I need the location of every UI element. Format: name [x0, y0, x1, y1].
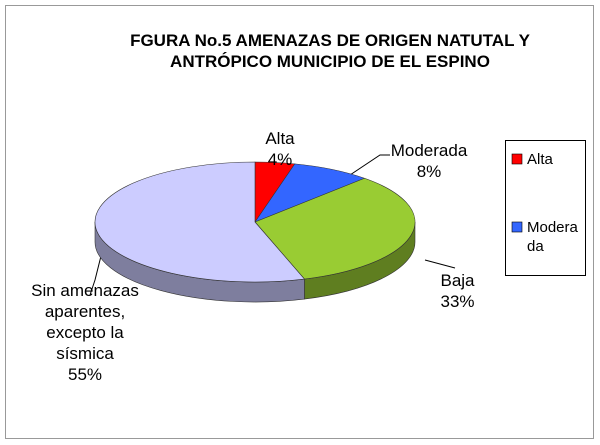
slice: [254, 177, 416, 280]
data-label: Moderada 8%: [390, 140, 468, 182]
label-value: 55%: [67, 365, 103, 384]
label-value: 33%: [440, 292, 475, 311]
label-name: Baja: [440, 271, 475, 290]
label-name: Sin amenazas aparentes, excepto la sísmi…: [31, 281, 139, 363]
data-label: Baja 33%: [420, 270, 495, 312]
leader-line: [424, 259, 456, 269]
data-label: Alta 4%: [250, 128, 310, 170]
label-name: Moderada: [390, 141, 468, 160]
label-name: Alta: [265, 129, 295, 148]
label-value: 4%: [267, 150, 293, 169]
label-value: 8%: [416, 162, 442, 181]
legend-label: Alta: [527, 151, 553, 168]
chart-title: FGURA No.5 AMENAZAS DE ORIGEN NATUTAL Y …: [130, 31, 530, 71]
data-label: Sin amenazas aparentes, excepto la sísmi…: [30, 280, 140, 385]
slice: [94, 161, 306, 283]
legend-label: Moderada: [527, 219, 578, 255]
legend-swatch: [511, 221, 523, 233]
legend-swatch: [511, 153, 523, 165]
